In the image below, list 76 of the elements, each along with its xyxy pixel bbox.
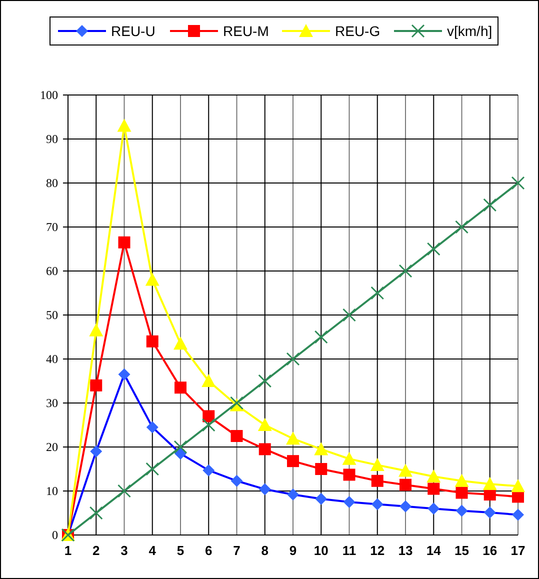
y-tick-label: 60	[46, 264, 58, 278]
point	[89, 506, 103, 520]
x-tick-label: 6	[205, 543, 212, 558]
point	[398, 464, 412, 477]
point	[428, 482, 440, 495]
x-tick-label: 15	[454, 543, 469, 558]
point	[286, 352, 300, 366]
legend-label: v[km/h]	[447, 22, 492, 39]
point	[370, 286, 384, 300]
x-tick-label: 9	[289, 543, 297, 558]
point	[202, 418, 216, 432]
point	[370, 458, 384, 472]
y-tick-label: 10	[46, 484, 58, 498]
point	[342, 308, 356, 322]
x-tick-label: 17	[510, 543, 526, 558]
point	[314, 330, 328, 344]
point	[343, 468, 356, 481]
point	[89, 323, 104, 336]
point	[511, 176, 525, 190]
legend-label: REU-G	[335, 22, 380, 39]
point	[286, 432, 300, 445]
point	[400, 478, 412, 491]
point	[482, 476, 497, 490]
y-tick-label: 50	[46, 308, 58, 322]
x-tick-label: 16	[482, 543, 498, 558]
y-tick-label: 100	[40, 88, 58, 102]
point	[371, 474, 384, 487]
x-tick-label: 14	[426, 543, 442, 558]
legend-label: REU-M	[223, 22, 269, 39]
x-tick-label: 10	[314, 543, 328, 558]
point	[456, 486, 468, 499]
point	[258, 443, 271, 456]
point	[483, 198, 497, 212]
x-tick-label: 2	[92, 543, 100, 558]
point	[398, 264, 412, 278]
y-tick-label: 40	[46, 352, 58, 366]
x-tick-label: 13	[398, 543, 413, 558]
point	[315, 463, 328, 475]
point	[174, 336, 188, 350]
point	[426, 469, 441, 482]
y-tick-label: 80	[46, 176, 58, 190]
x-tick-label: 8	[261, 543, 268, 558]
legend-label: REU-U	[111, 22, 156, 39]
x-tick-label: 1	[64, 543, 72, 558]
point	[342, 452, 356, 465]
x-tick-label: 4	[148, 543, 157, 558]
x-tick-label: 5	[176, 543, 184, 558]
y-tick-label: 90	[46, 132, 58, 146]
point	[202, 410, 215, 422]
point	[118, 484, 131, 498]
point	[258, 418, 272, 431]
point	[455, 220, 468, 234]
x-tick-label: 11	[342, 543, 356, 558]
point	[174, 382, 186, 394]
y-tick-label: 20	[46, 440, 58, 454]
point	[258, 374, 272, 388]
point	[230, 430, 243, 442]
point	[287, 455, 299, 468]
point	[511, 479, 525, 492]
point	[314, 442, 328, 456]
point	[454, 474, 469, 487]
y-tick-label: 0	[52, 528, 58, 542]
point	[426, 242, 440, 256]
x-tick-label: 3	[120, 543, 128, 558]
y-tick-label: 70	[46, 220, 58, 234]
point	[118, 236, 130, 248]
point	[146, 462, 160, 476]
point	[90, 379, 102, 392]
y-tick-label: 30	[46, 396, 58, 410]
point	[174, 440, 188, 454]
point	[146, 335, 158, 348]
point	[117, 118, 132, 132]
x-tick-label: 7	[233, 543, 240, 558]
point	[202, 374, 216, 387]
x-tick-label: 12	[370, 543, 385, 558]
point	[145, 272, 160, 286]
